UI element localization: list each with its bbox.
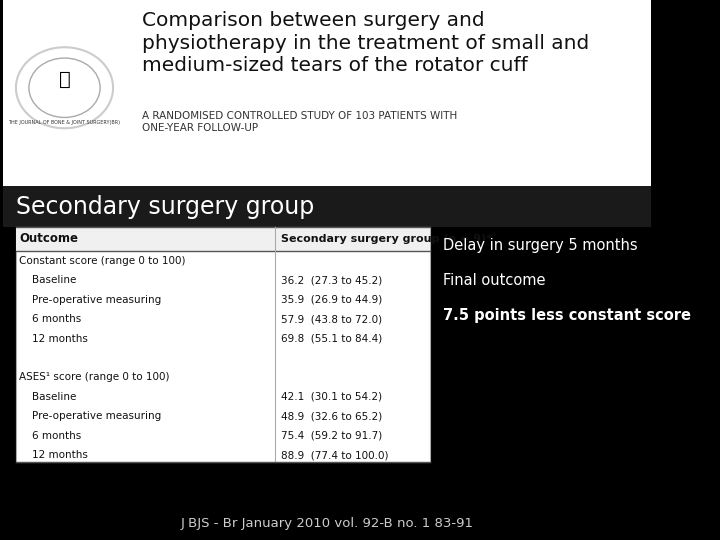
Text: 12 months: 12 months [19,450,88,460]
Text: 75.4  (59.2 to 91.7): 75.4 (59.2 to 91.7) [282,431,383,441]
Text: 42.1  (30.1 to 54.2): 42.1 (30.1 to 54.2) [282,392,382,402]
Text: 35.9  (26.9 to 44.9): 35.9 (26.9 to 44.9) [282,295,383,305]
Text: Delay in surgery 5 months: Delay in surgery 5 months [444,238,638,253]
FancyBboxPatch shape [16,227,431,251]
Text: Constant score (range 0 to 100): Constant score (range 0 to 100) [19,256,186,266]
Text: 6 months: 6 months [19,431,81,441]
Text: Secondary surgery group (n = 9)*: Secondary surgery group (n = 9)* [282,234,492,244]
Text: 🌳: 🌳 [58,70,71,89]
Text: Final outcome: Final outcome [444,273,546,288]
FancyBboxPatch shape [3,186,651,227]
Text: Baseline: Baseline [19,275,76,285]
Text: 6 months: 6 months [19,314,81,324]
Text: 36.2  (27.3 to 45.2): 36.2 (27.3 to 45.2) [282,275,383,285]
Text: 12 months: 12 months [19,334,88,343]
Text: 48.9  (32.6 to 65.2): 48.9 (32.6 to 65.2) [282,411,383,421]
FancyBboxPatch shape [16,227,431,462]
Text: Comparison between surgery and
physiotherapy in the treatment of small and
mediu: Comparison between surgery and physiothe… [143,11,590,75]
FancyBboxPatch shape [3,0,651,186]
Text: ASES¹ score (range 0 to 100): ASES¹ score (range 0 to 100) [19,373,170,382]
Text: 57.9  (43.8 to 72.0): 57.9 (43.8 to 72.0) [282,314,382,324]
Text: Outcome: Outcome [19,232,78,246]
Text: J BJS - Br January 2010 vol. 92-B no. 1 83-91: J BJS - Br January 2010 vol. 92-B no. 1 … [180,517,473,530]
Text: THE JOURNAL OF BONE & JOINT SURGERY(BR): THE JOURNAL OF BONE & JOINT SURGERY(BR) [9,120,120,125]
Text: Pre-operative measuring: Pre-operative measuring [19,411,161,421]
Text: 7.5 points less constant score: 7.5 points less constant score [444,308,691,323]
Text: 88.9  (77.4 to 100.0): 88.9 (77.4 to 100.0) [282,450,389,460]
Text: A RANDOMISED CONTROLLED STUDY OF 103 PATIENTS WITH
ONE-YEAR FOLLOW-UP: A RANDOMISED CONTROLLED STUDY OF 103 PAT… [143,111,457,133]
Text: 69.8  (55.1 to 84.4): 69.8 (55.1 to 84.4) [282,334,383,343]
Text: Baseline: Baseline [19,392,76,402]
Text: Secondary surgery group: Secondary surgery group [16,194,314,219]
Text: Pre-operative measuring: Pre-operative measuring [19,295,161,305]
